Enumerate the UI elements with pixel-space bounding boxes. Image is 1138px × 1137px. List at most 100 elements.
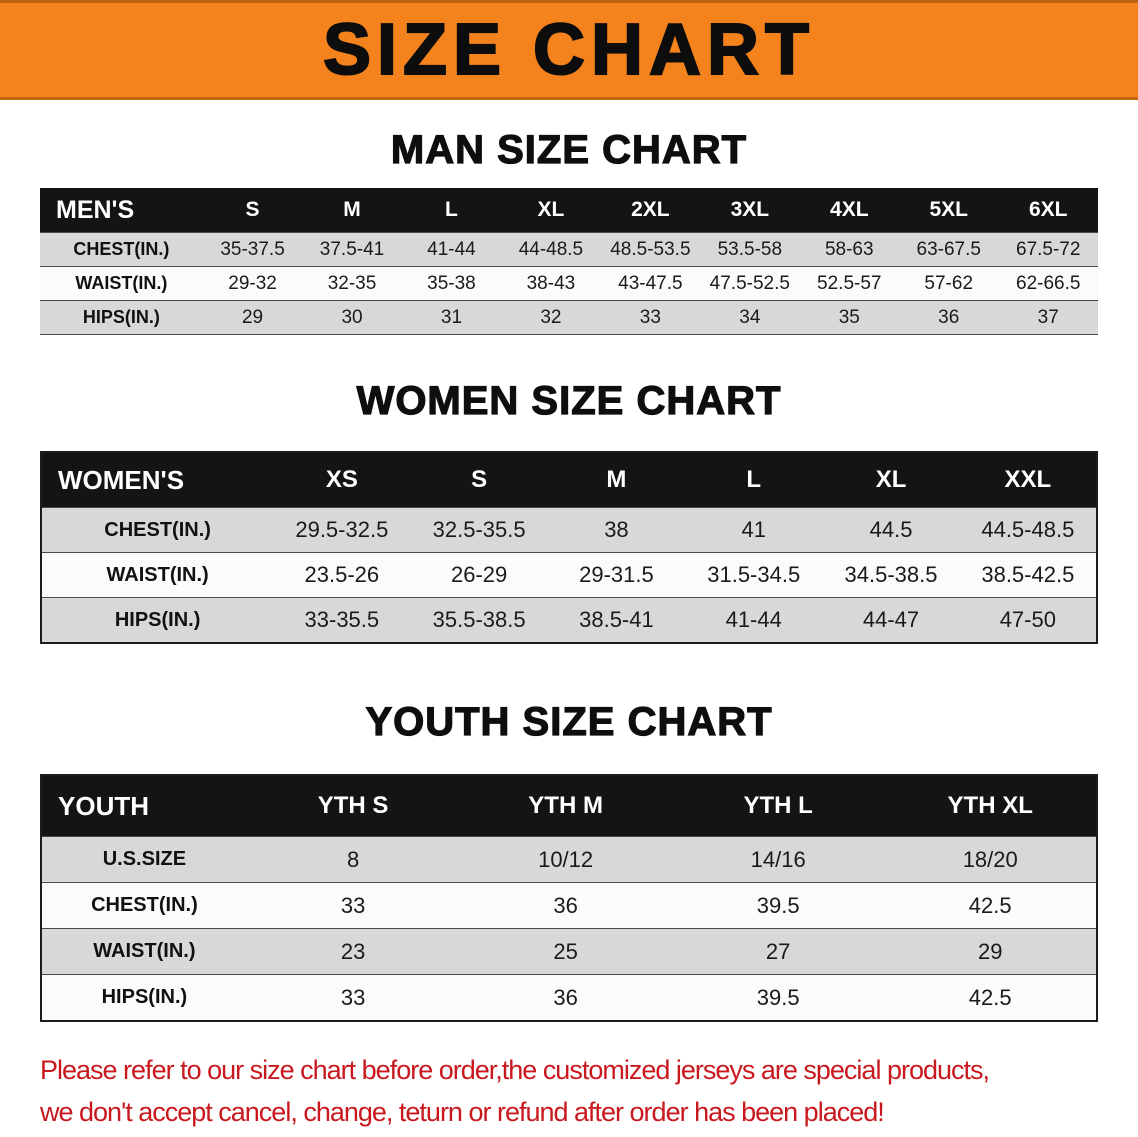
- size-value-cell: 29-31.5: [547, 552, 686, 598]
- measure-row: HIPS(IN.) 33-35.5 35.5-38.5 38.5-41 41-44 44-…: [41, 597, 1097, 644]
- size-value-cell: 30: [302, 300, 402, 335]
- measure-label: HIPS(IN.): [40, 300, 203, 335]
- size-value-cell: 53.5-58: [700, 232, 800, 267]
- size-value-cell: 35-37.5: [202, 232, 303, 267]
- measure-label: CHEST(IN.): [40, 232, 203, 267]
- size-value-cell: 37.5-41: [302, 232, 402, 267]
- size-value-cell: 67.5-72: [998, 232, 1098, 267]
- measure-row: HIPS(IN.) 33 36 39.5 42.5: [41, 974, 1097, 1022]
- size-value-cell: 26-29: [410, 552, 548, 598]
- size-value-cell: 41-44: [685, 597, 823, 644]
- youth-section-heading: YOUTH SIZE CHART: [365, 699, 773, 744]
- youth-size-table: YOUTH YTH S YTH M YTH L YTH XL U.S.SIZE 8 10/12…: [40, 774, 1098, 1022]
- size-value-cell: 23.5-26: [273, 552, 411, 598]
- measure-label: WAIST(IN.): [40, 266, 203, 301]
- table-title-cell: MEN'S: [40, 188, 203, 233]
- measure-row: CHEST(IN.) 33 36 39.5 42.5: [41, 882, 1097, 929]
- size-value-cell: 35: [799, 300, 899, 335]
- size-value-cell: 14/16: [671, 836, 885, 883]
- size-value-cell: 34.5-38.5: [822, 552, 960, 598]
- size-value-cell: 31: [401, 300, 502, 335]
- size-column-header: XXL: [959, 452, 1097, 508]
- size-column-header: L: [685, 452, 823, 508]
- measure-label: CHEST(IN.): [41, 507, 274, 553]
- size-value-cell: 39.5: [671, 974, 885, 1022]
- youth-section: YOUTH SIZE CHART YOUTH YTH S YTH M YTH L YTH…: [0, 699, 1138, 1022]
- size-value-cell: 63-67.5: [899, 232, 999, 267]
- footer-note: Please refer to our size chart before or…: [40, 1052, 1100, 1131]
- size-value-cell: 33: [246, 882, 460, 929]
- measure-row: HIPS(IN.) 29 30 31 32 33 34 35 36 37: [40, 300, 1098, 335]
- size-value-cell: 41-44: [401, 232, 502, 267]
- size-value-cell: 32-35: [302, 266, 402, 301]
- measure-row: WAIST(IN.) 29-32 32-35 35-38 38-43 43-47.5 47.…: [40, 266, 1098, 301]
- measure-row: CHEST(IN.) 35-37.5 37.5-41 41-44 44-48.5 48.5…: [40, 232, 1098, 267]
- size-value-cell: 38.5-42.5: [959, 552, 1097, 598]
- size-value-cell: 10/12: [459, 836, 672, 883]
- size-value-cell: 25: [459, 928, 672, 975]
- table-header-row: YOUTH YTH S YTH M YTH L YTH XL: [41, 775, 1097, 837]
- measure-label: WAIST(IN.): [41, 552, 274, 598]
- size-value-cell: 36: [459, 974, 672, 1022]
- women-section-heading: WOMEN SIZE CHART: [356, 378, 782, 423]
- size-value-cell: 43-47.5: [600, 266, 701, 301]
- size-value-cell: 31.5-34.5: [685, 552, 823, 598]
- men-size-table: MEN'S S M L XL 2XL 3XL 4XL 5XL 6XL CHEST(IN.) 35-37…: [40, 188, 1098, 335]
- size-column-header: M: [302, 188, 402, 233]
- men-section: MAN SIZE CHART MEN'S S M L XL 2XL 3XL 4XL 5XL 6XL…: [0, 127, 1138, 335]
- size-value-cell: 38: [547, 507, 686, 553]
- size-value-cell: 52.5-57: [799, 266, 899, 301]
- size-value-cell: 47.5-52.5: [700, 266, 800, 301]
- size-column-header: 5XL: [899, 188, 999, 233]
- size-value-cell: 32.5-35.5: [410, 507, 548, 553]
- size-column-header: M: [547, 452, 686, 508]
- size-value-cell: 35.5-38.5: [410, 597, 548, 644]
- women-size-table: WOMEN'S XS S M L XL XXL CHEST(IN.) 29.5-32.5 32.5…: [40, 451, 1098, 644]
- size-value-cell: 44.5: [822, 507, 960, 553]
- banner: SIZE CHART: [0, 0, 1138, 100]
- measure-label: HIPS(IN.): [41, 597, 274, 644]
- size-column-header: XL: [501, 188, 601, 233]
- measure-row: WAIST(IN.) 23 25 27 29: [41, 928, 1097, 975]
- table-title-cell: YOUTH: [41, 775, 247, 837]
- size-column-header: 4XL: [799, 188, 899, 233]
- size-value-cell: 44-47: [822, 597, 960, 644]
- page-title: SIZE CHART: [322, 10, 815, 90]
- size-value-cell: 47-50: [959, 597, 1097, 644]
- size-value-cell: 35-38: [401, 266, 502, 301]
- women-section: WOMEN SIZE CHART WOMEN'S XS S M L XL XXL CHEST(…: [0, 378, 1138, 644]
- measure-row: U.S.SIZE 8 10/12 14/16 18/20: [41, 836, 1097, 883]
- size-value-cell: 37: [998, 300, 1098, 335]
- size-value-cell: 33: [600, 300, 701, 335]
- size-value-cell: 48.5-53.5: [600, 232, 701, 267]
- size-value-cell: 23: [246, 928, 460, 975]
- size-value-cell: 33-35.5: [273, 597, 411, 644]
- size-value-cell: 27: [671, 928, 885, 975]
- size-value-cell: 29: [202, 300, 303, 335]
- size-value-cell: 36: [459, 882, 672, 929]
- size-value-cell: 29.5-32.5: [273, 507, 411, 553]
- size-column-header: S: [202, 188, 303, 233]
- measure-row: CHEST(IN.) 29.5-32.5 32.5-35.5 38 41 44.5 44.5…: [41, 507, 1097, 553]
- size-value-cell: 38-43: [501, 266, 601, 301]
- measure-label: HIPS(IN.): [41, 974, 247, 1022]
- size-column-header: YTH L: [671, 775, 885, 837]
- size-column-header: XS: [273, 452, 411, 508]
- size-column-header: 6XL: [998, 188, 1098, 233]
- table-title-cell: WOMEN'S: [41, 452, 274, 508]
- size-value-cell: 32: [501, 300, 601, 335]
- size-value-cell: 42.5: [884, 974, 1097, 1022]
- measure-label: U.S.SIZE: [41, 836, 247, 883]
- size-column-header: L: [401, 188, 502, 233]
- size-value-cell: 44.5-48.5: [959, 507, 1097, 553]
- size-value-cell: 38.5-41: [547, 597, 686, 644]
- size-column-header: YTH M: [459, 775, 672, 837]
- table-header-row: MEN'S S M L XL 2XL 3XL 4XL 5XL 6XL: [40, 188, 1098, 233]
- size-value-cell: 57-62: [899, 266, 999, 301]
- size-value-cell: 36: [899, 300, 999, 335]
- men-section-heading: MAN SIZE CHART: [390, 127, 748, 172]
- size-value-cell: 42.5: [884, 882, 1097, 929]
- size-column-header: YTH S: [246, 775, 460, 837]
- size-value-cell: 39.5: [671, 882, 885, 929]
